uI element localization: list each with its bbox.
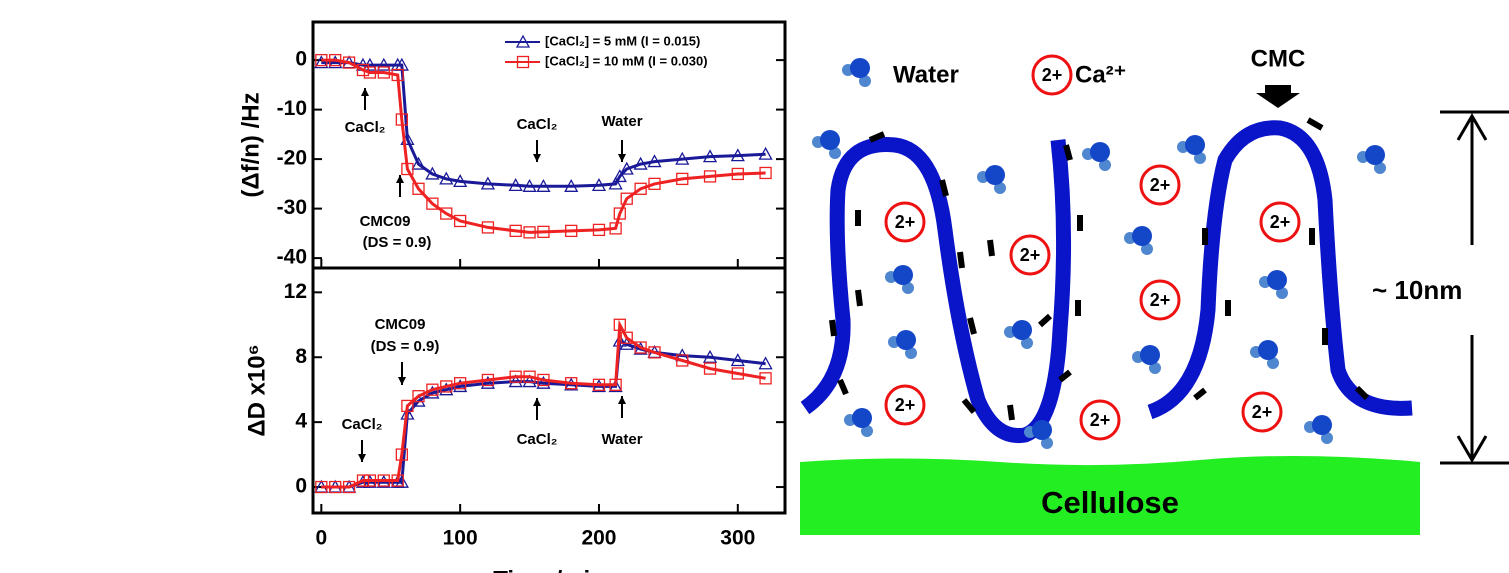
legend-label: [CaCl₂] = 5 mM (I = 0.015): [545, 33, 700, 48]
cmc-label: CMC: [1251, 45, 1306, 72]
series-line: [321, 60, 765, 232]
annotation: CaCl₂: [517, 431, 558, 448]
cmc-arrow: [1256, 85, 1300, 108]
water-o: [1258, 340, 1278, 360]
y-axis-label: ΔD x10⁶: [243, 344, 270, 436]
x-tick-label: 300: [720, 527, 755, 550]
y-tick-label: -20: [277, 147, 307, 170]
water-o: [852, 408, 872, 428]
annotation: CaCl₂: [342, 416, 383, 433]
y-tick-label: 0: [295, 48, 307, 71]
ion-label: 2+: [1020, 245, 1041, 265]
water-o: [1312, 415, 1332, 435]
ion-label: 2+: [1270, 212, 1291, 232]
annotation: Water: [601, 113, 642, 130]
annotation-arrowhead: [398, 377, 406, 385]
ion-label: 2+: [1042, 65, 1063, 85]
series-line: [321, 341, 765, 487]
height-label: ~ 10nm: [1372, 275, 1462, 305]
annotation: (DS = 0.9): [371, 338, 440, 355]
annotation-arrowhead: [358, 454, 366, 462]
ion-label: 2+: [1150, 175, 1171, 195]
y-tick-label: 8: [295, 345, 307, 368]
figure: Cellulose Water Ca²⁺ CMC ~ 10nm 2+ 2+ 2+ 2+…: [0, 0, 1509, 573]
water-o: [985, 165, 1005, 185]
water-o: [1185, 135, 1205, 155]
water-legend-label: Water: [893, 61, 959, 88]
annotation-arrowhead: [396, 175, 404, 183]
cmc-chain: [1150, 128, 1412, 412]
ion-label: 2+: [1252, 402, 1273, 422]
y-tick-label: -30: [277, 196, 307, 219]
annotation-arrowhead: [533, 154, 541, 162]
annotation: Water: [601, 431, 642, 448]
water-o: [1140, 345, 1160, 365]
water-o: [1090, 142, 1110, 162]
annotation-arrowhead: [618, 396, 626, 404]
ion-legend-label: Ca²⁺: [1075, 61, 1126, 88]
ion-label: 2+: [895, 212, 916, 232]
water-o: [1267, 270, 1287, 290]
annotation-arrowhead: [361, 88, 369, 96]
annotation: CMC09: [360, 213, 411, 230]
y-axis-label: (Δf/n) /Hz: [237, 92, 264, 197]
annotation-arrowhead: [533, 398, 541, 406]
x-tick-label: 200: [581, 527, 616, 550]
ion-label: 2+: [895, 395, 916, 415]
x-axis-label: Time /min: [493, 566, 605, 573]
annotation: CaCl₂: [517, 116, 558, 133]
diagram: Cellulose Water Ca²⁺ CMC ~ 10nm 2+ 2+ 2+ 2+…: [800, 45, 1509, 535]
water-o: [1032, 420, 1052, 440]
annotation: CaCl₂: [345, 119, 386, 136]
water-o: [1365, 145, 1385, 165]
y-tick-label: 4: [295, 410, 307, 433]
water-o: [1132, 226, 1152, 246]
y-tick-label: 0: [295, 475, 307, 498]
annotation-arrowhead: [618, 154, 626, 162]
water-o: [820, 130, 840, 150]
annotation: (DS = 0.9): [363, 234, 432, 251]
cellulose-label: Cellulose: [1041, 485, 1179, 520]
water-o: [1012, 320, 1032, 340]
legend-label: [CaCl₂] = 10 mM (I = 0.030): [545, 53, 708, 68]
water-o: [893, 265, 913, 285]
y-tick-label: 12: [284, 280, 307, 303]
y-tick-label: -10: [277, 97, 307, 120]
annotation: CMC09: [375, 316, 426, 333]
ion-label: 2+: [1150, 290, 1171, 310]
water-o: [896, 330, 916, 350]
water-o: [850, 58, 870, 78]
x-tick-label: 100: [443, 527, 478, 550]
y-tick-label: -40: [277, 246, 307, 269]
x-tick-label: 0: [315, 527, 327, 550]
ion-label: 2+: [1090, 410, 1111, 430]
